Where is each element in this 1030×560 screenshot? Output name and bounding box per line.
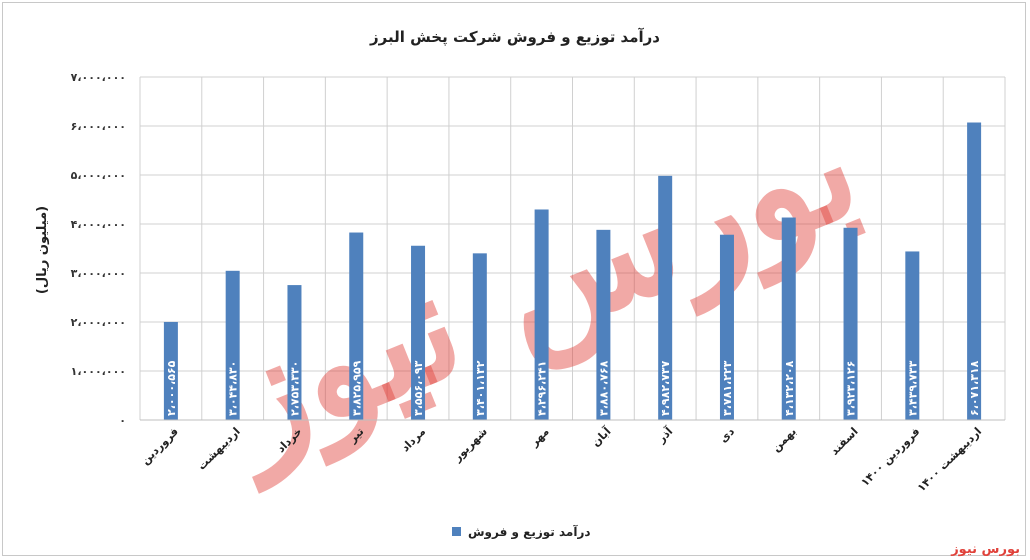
bar-data-label: ۴،۹۸۲،۷۳۷	[659, 360, 672, 416]
x-tick-label: آذر	[654, 424, 676, 446]
x-tick-label: فروردین	[139, 425, 181, 467]
y-tick-label: ۴،۰۰۰،۰۰۰	[71, 218, 126, 231]
bar-data-label: ۲،۰۰۰،۵۶۵	[165, 360, 178, 416]
y-tick-label: ۷،۰۰۰،۰۰۰	[71, 71, 126, 84]
y-tick-label: ۳،۰۰۰،۰۰۰	[71, 267, 126, 280]
chart-title: درآمد توزیع و فروش شرکت پخش البرز	[369, 28, 660, 47]
bar	[163, 321, 178, 420]
bar	[658, 175, 673, 420]
bar	[905, 251, 920, 420]
bar-data-label: ۳،۹۲۳،۱۲۶	[845, 361, 858, 416]
x-tick-label: بهمن	[769, 425, 798, 454]
x-tick-label: شهریور	[450, 425, 490, 465]
bar-data-label: ۲،۷۵۳،۳۳۰	[288, 361, 301, 416]
bar-data-label: ۳،۵۵۶،۰۹۳	[412, 360, 425, 416]
y-tick-label: ۲،۰۰۰،۰۰۰	[71, 316, 126, 329]
bar	[472, 253, 487, 420]
bar	[411, 245, 426, 420]
y-tick-label: ۶،۰۰۰،۰۰۰	[71, 120, 126, 133]
watermark-brand-text: بورس نیوز	[951, 542, 1020, 557]
bar	[967, 122, 982, 420]
x-tick-label: اردیبهشت	[195, 425, 243, 473]
bar	[843, 227, 858, 420]
bar-data-label: ۳،۴۳۹،۷۳۳	[906, 360, 919, 416]
x-tick-label: آبان	[588, 424, 613, 449]
legend-swatch	[452, 527, 461, 536]
y-axis-title: (میلیون ریال)	[35, 206, 50, 294]
bar	[781, 217, 796, 420]
y-tick-label: ۱،۰۰۰،۰۰۰	[71, 365, 126, 378]
x-tick-label: مهر	[527, 425, 552, 450]
y-tick-label: ۵،۰۰۰،۰۰۰	[71, 169, 126, 182]
bar-data-label: ۳،۷۸۱،۲۲۳	[721, 360, 734, 416]
x-tick-label: فروردین ۱۴۰۰	[858, 425, 922, 489]
bar	[719, 234, 734, 420]
x-tick-label: اردیبهشت ۱۴۰۰	[915, 425, 984, 494]
y-tick-label: ۰	[119, 414, 126, 427]
bar	[534, 209, 549, 420]
x-tick-label: اسفند	[828, 425, 861, 458]
bar-data-label: ۳،۴۰۱،۱۳۲	[474, 360, 487, 416]
bar-data-label: ۴،۲۹۶،۲۴۱	[536, 361, 549, 416]
bar-data-label: ۴،۱۳۲،۲۰۸	[783, 360, 796, 416]
bar	[225, 270, 240, 420]
bar	[287, 285, 302, 420]
bar-data-label: ۳،۸۸۰،۷۶۸	[597, 360, 610, 416]
bar-data-label: ۳،۸۲۵،۹۵۹	[350, 360, 363, 416]
bar-data-label: ۳،۰۴۴،۸۳۰	[227, 361, 240, 416]
legend-label: درآمد توزیع و فروش	[468, 524, 591, 540]
bar	[349, 232, 364, 420]
x-tick-label: دی	[717, 425, 738, 446]
bar-data-label: ۶،۰۷۱،۳۱۸	[968, 360, 981, 416]
bar	[596, 229, 611, 420]
